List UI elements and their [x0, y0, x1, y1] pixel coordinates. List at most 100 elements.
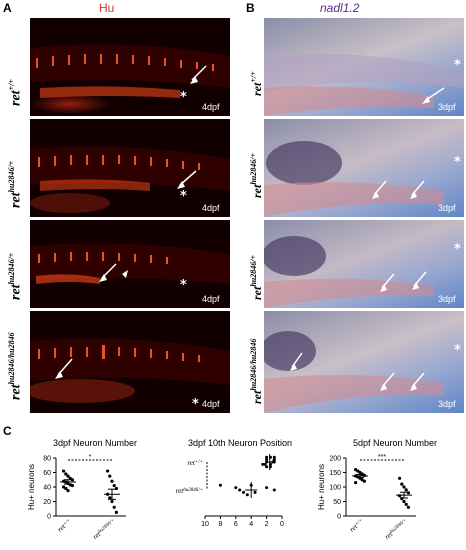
- nadl-image-2: * 3dpf: [264, 119, 464, 217]
- chart2-series1-point-6: [265, 486, 269, 490]
- nadl-image-3: * 3dpf: [264, 220, 464, 308]
- charts-svg: 0 20 40 60 80 Hu+ neurons ret+/+ rethu2846/+ * 0 5…: [27, 454, 416, 541]
- asterisk-a1: *: [180, 90, 187, 105]
- chart1-series0-point-0: [62, 469, 66, 473]
- chart2-series1-point-3: [242, 490, 245, 494]
- chart2-series0-point-13: [263, 462, 267, 466]
- chart3-y-tick-label-0: 0: [337, 514, 341, 521]
- chart2-title: 3dpf 10th Neuron Position: [187, 438, 293, 448]
- chart2-series0-point-8: [261, 462, 265, 466]
- hu-image-1: * 4dpf: [30, 18, 230, 116]
- chart1-series0-point-1: [64, 472, 68, 476]
- chart2-series1-point-4: [245, 493, 249, 497]
- chart3-series1-point-2: [402, 485, 406, 489]
- hu-image-3: * 4dpf: [30, 220, 230, 308]
- chart3-series1-point-5: [398, 494, 402, 498]
- chart1-y-tick-label-1: 20: [43, 499, 51, 506]
- chart3-y-tick-label-3: 150: [329, 470, 341, 477]
- nadl-image-4-drawing: [264, 331, 444, 413]
- chart1-series1-point-7: [110, 499, 114, 504]
- chart2-series0-point-1: [265, 458, 269, 462]
- nadl-image-1: * 3dpf: [264, 18, 464, 116]
- stage-b1: 3dpf: [438, 102, 456, 112]
- chart2-series0-point-0: [265, 455, 269, 459]
- asterisk-b3: *: [454, 242, 461, 257]
- stage-b3: 3dpf: [438, 294, 456, 304]
- chart3-series1-point-3: [404, 488, 408, 492]
- genotype-label-2: rethu2846/+: [7, 160, 24, 208]
- asterisk-a2: *: [180, 189, 187, 204]
- chart1-y-tick-label-0: 0: [47, 514, 51, 521]
- genotype-label-b1: ret+/+: [249, 71, 264, 96]
- chart2-x-tick-label-1: 8: [218, 521, 222, 528]
- chart1-y-tick-label-2: 40: [43, 485, 51, 492]
- chart3-series0-point-9: [362, 479, 366, 483]
- chart1-series1-point-3: [112, 483, 116, 488]
- chart3-series1-point-1: [400, 482, 404, 486]
- chart1-sig-stars: *: [89, 454, 92, 461]
- chart1-series1-point-1: [108, 474, 112, 478]
- chart2-series0-point-11: [272, 458, 276, 462]
- chart2-series0-point-9: [265, 465, 269, 469]
- stage-a2: 4dpf: [202, 203, 220, 213]
- nadl-image-1-drawing: [264, 54, 464, 116]
- chart2-series1-point-0: [218, 483, 222, 487]
- chart2-x-tick-label-0: 10: [201, 521, 209, 528]
- chart3-y-tick-label-1: 50: [333, 499, 341, 506]
- asterisk-b1: *: [454, 58, 461, 73]
- chart3-x-tick-label-0: ret+/+: [348, 517, 365, 533]
- chart2-y-tick-label-1: rethu2846/+: [176, 487, 203, 495]
- chart3-series1-point-8: [404, 502, 408, 506]
- chart2-x-tick-label-4: 2: [265, 521, 269, 528]
- chart1-y-tick-label-3: 60: [43, 470, 51, 477]
- chart1-series1-point-9: [114, 510, 118, 514]
- panel-a-letter: A: [3, 1, 12, 15]
- hu-image-4-drawing: [30, 338, 230, 403]
- chart3-series1-point-4: [406, 491, 410, 495]
- chart3-y-tick-label-2: 100: [329, 485, 341, 492]
- chart3-series1-point-6: [400, 497, 404, 501]
- chart2-series1-point-7: [272, 488, 276, 492]
- chart1-y-label: Hu+ neurons: [27, 464, 36, 510]
- chart1-x-tick-label-1: rethu2846/+: [91, 517, 117, 541]
- asterisk-a3: *: [180, 278, 187, 293]
- hu-image-2: * 4dpf: [30, 119, 230, 217]
- chart3-y-tick-label-4: 200: [329, 456, 341, 463]
- chart2-series1-point-8: [253, 490, 257, 494]
- asterisk-a4: *: [192, 397, 199, 412]
- chart2-series0-point-5: [272, 455, 276, 459]
- genotype-label-3: rethu2846/+: [7, 252, 24, 300]
- chart1-series0-point-12: [66, 489, 70, 493]
- chart2-series0-point-2: [265, 460, 269, 464]
- panel-c-letter: C: [3, 424, 12, 438]
- stage-a1: 4dpf: [202, 102, 220, 112]
- chart1-series0-point-4: [70, 478, 74, 482]
- nadl-image-4: * 3dpf: [264, 311, 464, 413]
- hu-image-2-drawing: [30, 146, 230, 213]
- hu-image-1-drawing: [30, 44, 230, 114]
- chart2-y-tick-label-0: ret+/+: [187, 459, 203, 467]
- hu-image-3-drawing: [30, 243, 230, 284]
- chart3-series1-point-0: [398, 476, 402, 480]
- chart3-series1-point-9: [406, 505, 410, 509]
- nadl-image-3-drawing: [264, 236, 434, 308]
- chart1-series0-point-9: [70, 483, 74, 488]
- chart1-series0-point-2: [66, 474, 70, 478]
- genotype-label-b2: rethu2846/+: [249, 152, 264, 198]
- chart3-y-label: Hu+ neurons: [317, 464, 326, 510]
- genotype-label-1: ret+/+: [7, 79, 24, 106]
- panel-b-heading: nadl1.2: [320, 1, 360, 15]
- chart3-x-tick-label-1: rethu2846/+: [383, 517, 409, 541]
- chart1-series1-point-6: [108, 496, 112, 500]
- chart1-y-tick-label-4: 80: [43, 456, 51, 463]
- stage-b4: 3dpf: [438, 399, 456, 409]
- chart3-series0-point-10: [354, 481, 358, 485]
- chart2-x-tick-label-2: 6: [234, 521, 238, 528]
- hu-image-4: * 4dpf: [30, 311, 230, 413]
- chart3-series1-point-7: [402, 499, 406, 504]
- chart2-series0-point-12: [271, 460, 275, 464]
- asterisk-b2: *: [454, 155, 461, 170]
- chart3-sig-stars: ***: [378, 454, 386, 461]
- chart1-series1-point-2: [110, 479, 114, 483]
